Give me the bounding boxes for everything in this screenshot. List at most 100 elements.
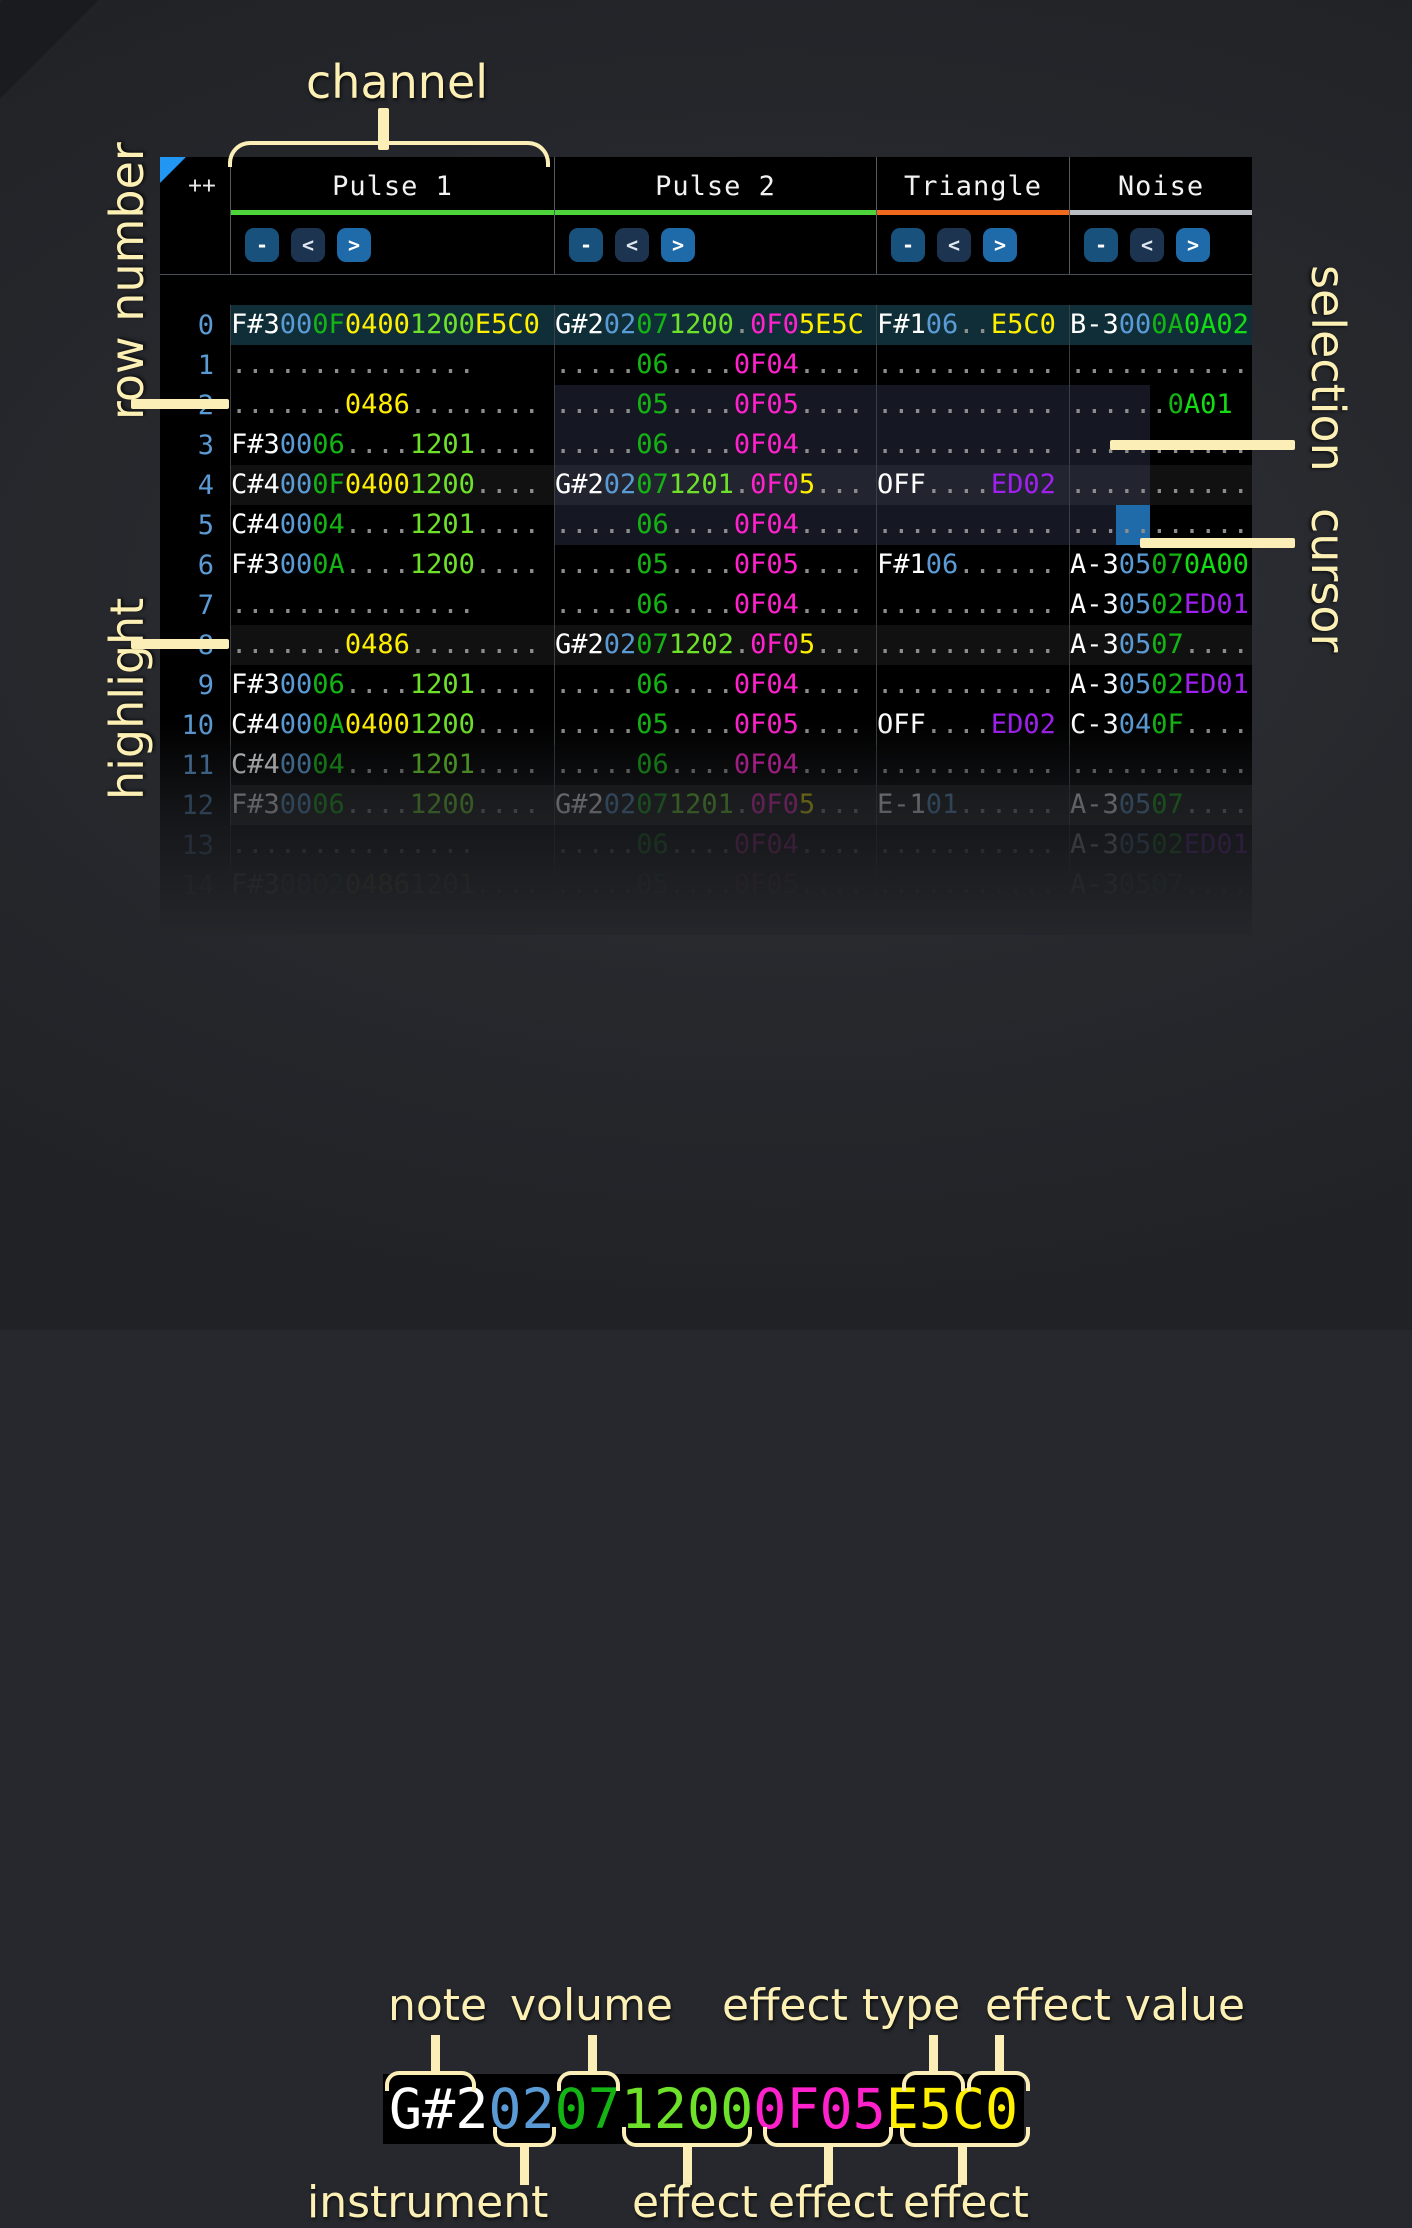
cell-pulse-2[interactable]: G#202071200.0F05E5C [554,305,876,345]
cell-pulse-1[interactable]: C#4000F04001200.... [230,465,554,505]
pattern-row[interactable]: 7............... .....06....0F04.........… [160,585,1252,625]
cell-triangle[interactable]: F#106...... [876,545,1069,585]
cell-pulse-2[interactable]: .....06....0F04.... [554,905,876,935]
cell-pulse-2[interactable]: .....05....0F05.... [554,865,876,905]
cell-noise[interactable]: A-30507.... [1069,785,1252,825]
cell-triangle[interactable]: ........... [876,505,1069,545]
cell-noise[interactable]: A-305070A00 [1069,545,1252,585]
cell-noise[interactable]: ........... [1069,505,1252,545]
pattern-row[interactable]: 5 C#40004....1201.... .....06....0F04.....… [160,505,1252,545]
cell-pulse-1[interactable]: ............... [230,345,554,385]
annotation-cursor: cursor [1301,508,1355,653]
cell-pulse-1[interactable]: F#30006....1201.... [230,665,554,705]
cell-triangle[interactable]: ........... [876,385,1069,425]
cell-noise[interactable]: ........... [1069,465,1252,505]
cell-pulse-2[interactable]: .....06....0F04.... [554,425,876,465]
pattern-row[interactable]: 8.......0486........G#202071202.0F05....… [160,625,1252,665]
cell-pulse-1[interactable]: F#3000F04001200E5C0 [230,305,554,345]
cell-pulse-1[interactable]: C#40004....1201.... [230,745,554,785]
cell-noise[interactable]: ......0A01 [1069,385,1252,425]
cell-pulse-2[interactable]: G#202071201.0F05... [554,785,876,825]
cell-pulse-2[interactable]: .....06....0F04.... [554,665,876,705]
pattern-row[interactable]: 11 C#40004....1201.... .....06....0F04....… [160,745,1252,785]
prev-button[interactable]: < [937,227,971,262]
cell-pulse-2[interactable]: .....06....0F04.... [554,825,876,865]
cell-pulse-1[interactable]: .......0486........ [230,385,554,425]
legend-brace-effect-c [900,2127,1030,2147]
channel-header-noise[interactable]: Noise [1069,157,1252,215]
legend-label-effect-c: effect [903,2177,1029,2228]
prev-button[interactable]: < [615,227,649,262]
row-number-header[interactable]: ++ [160,157,230,215]
cell-pulse-1[interactable]: ............... [230,585,554,625]
cell-pulse-1[interactable]: C#4000A04001200.... [230,705,554,745]
cell-noise[interactable]: A-30502ED01 [1069,825,1252,865]
cell-noise[interactable]: A-30502ED01 [1069,665,1252,705]
cell-triangle[interactable]: ........... [876,425,1069,465]
mute-button[interactable]: - [245,227,279,262]
cell-pulse-2[interactable]: .....06....0F04.... [554,585,876,625]
mute-button[interactable]: - [569,227,603,262]
pattern-row[interactable]: 9 F#30006....1201.... .....06....0F04.....… [160,665,1252,705]
cell-noise[interactable]: C-3040F.... [1069,705,1252,745]
cell-pulse-2[interactable]: .....05....0F05.... [554,385,876,425]
cell-pulse-2[interactable]: .....05....0F05.... [554,705,876,745]
pattern-rows[interactable]: 0 F#3000F04001200E5C0 G#202071200.0F05E5C F… [160,275,1252,935]
cell-noise[interactable]: A-30502ED01 [1069,905,1252,935]
cell-triangle[interactable]: OFF....ED02 [876,905,1069,935]
cell-triangle[interactable]: F#106..E5C0 [876,305,1069,345]
channel-header-triangle[interactable]: Triangle [876,157,1069,215]
pattern-row[interactable]: 1............... .....06....0F04.........… [160,345,1252,385]
channel-header-pulse-1[interactable]: Pulse 1 [230,157,554,215]
next-button[interactable]: > [1176,227,1210,262]
pattern-row[interactable]: 12 F#30006....1200.... G#202071201.0F05...… [160,785,1252,825]
cell-triangle[interactable]: ........... [876,585,1069,625]
cell-pulse-1[interactable]: ............... [230,825,554,865]
pattern-row[interactable]: 14 F#3000204861201.... .....05....0F05....… [160,865,1252,905]
pattern-row[interactable]: 13............... .....06....0F04........… [160,825,1252,865]
mute-button[interactable]: - [891,227,925,262]
prev-button[interactable]: < [291,227,325,262]
cell-pulse-2[interactable]: .....06....0F04.... [554,505,876,545]
next-button[interactable]: > [983,227,1017,262]
prev-button[interactable]: < [1130,227,1164,262]
cell-triangle[interactable]: OFF....ED02 [876,705,1069,745]
cell-pulse-1[interactable]: F#30006....1200.... [230,785,554,825]
pattern-row[interactable]: 3 F#30006....1201.... .....06....0F04.....… [160,425,1252,465]
cell-noise[interactable]: A-30502ED01 [1069,585,1252,625]
cell-triangle[interactable]: OFF....ED02 [876,465,1069,505]
cell-triangle[interactable]: ........... [876,825,1069,865]
cell-noise[interactable]: B-3000A0A02 [1069,305,1252,345]
mute-button[interactable]: - [1084,227,1118,262]
next-button[interactable]: > [337,227,371,262]
cell-triangle[interactable]: ........... [876,625,1069,665]
cell-pulse-1[interactable]: .......0486........ [230,625,554,665]
cell-pulse-1[interactable]: F#3000A....1200.... [230,545,554,585]
pattern-row[interactable]: 10 C#4000A04001200.... .....05....0F05....… [160,705,1252,745]
cell-noise[interactable]: A-30507.... [1069,865,1252,905]
cell-triangle[interactable]: ........... [876,345,1069,385]
cell-noise[interactable]: ........... [1069,745,1252,785]
cell-pulse-2[interactable]: G#202071201.0F05... [554,465,876,505]
pattern-row[interactable]: 6 F#3000A....1200.... .....05....0F05.... F… [160,545,1252,585]
pattern-row[interactable]: 0 F#3000F04001200E5C0 G#202071200.0F05E5C F… [160,305,1252,345]
pattern-row[interactable]: 2.......0486.............05....0F05.....… [160,385,1252,425]
next-button[interactable]: > [661,227,695,262]
cell-pulse-2[interactable]: .....05....0F05.... [554,545,876,585]
cell-noise[interactable]: A-30507.... [1069,625,1252,665]
cell-pulse-1[interactable]: F#3000204861201.... [230,865,554,905]
cell-triangle[interactable]: E-101...... [876,785,1069,825]
cell-pulse-1[interactable]: C#40004....1201.... [230,505,554,545]
cell-pulse-1[interactable]: C-4000CED031200.... [230,905,554,935]
cell-pulse-2[interactable]: .....06....0F04.... [554,745,876,785]
cell-pulse-2[interactable]: .....06....0F04.... [554,345,876,385]
pattern-editor[interactable]: ++ Pulse 1 Pulse 2 Triangle Noise - < > … [160,157,1252,935]
pattern-row[interactable]: 4 C#4000F04001200.... G#202071201.0F05... O… [160,465,1252,505]
cell-noise[interactable]: ........... [1069,345,1252,385]
cell-triangle[interactable]: ........... [876,745,1069,785]
cell-triangle[interactable]: ........... [876,865,1069,905]
cell-pulse-2[interactable]: G#202071202.0F05... [554,625,876,665]
cell-pulse-1[interactable]: F#30006....1201.... [230,425,554,465]
channel-header-pulse-2[interactable]: Pulse 2 [554,157,876,215]
cell-triangle[interactable]: ........... [876,665,1069,705]
